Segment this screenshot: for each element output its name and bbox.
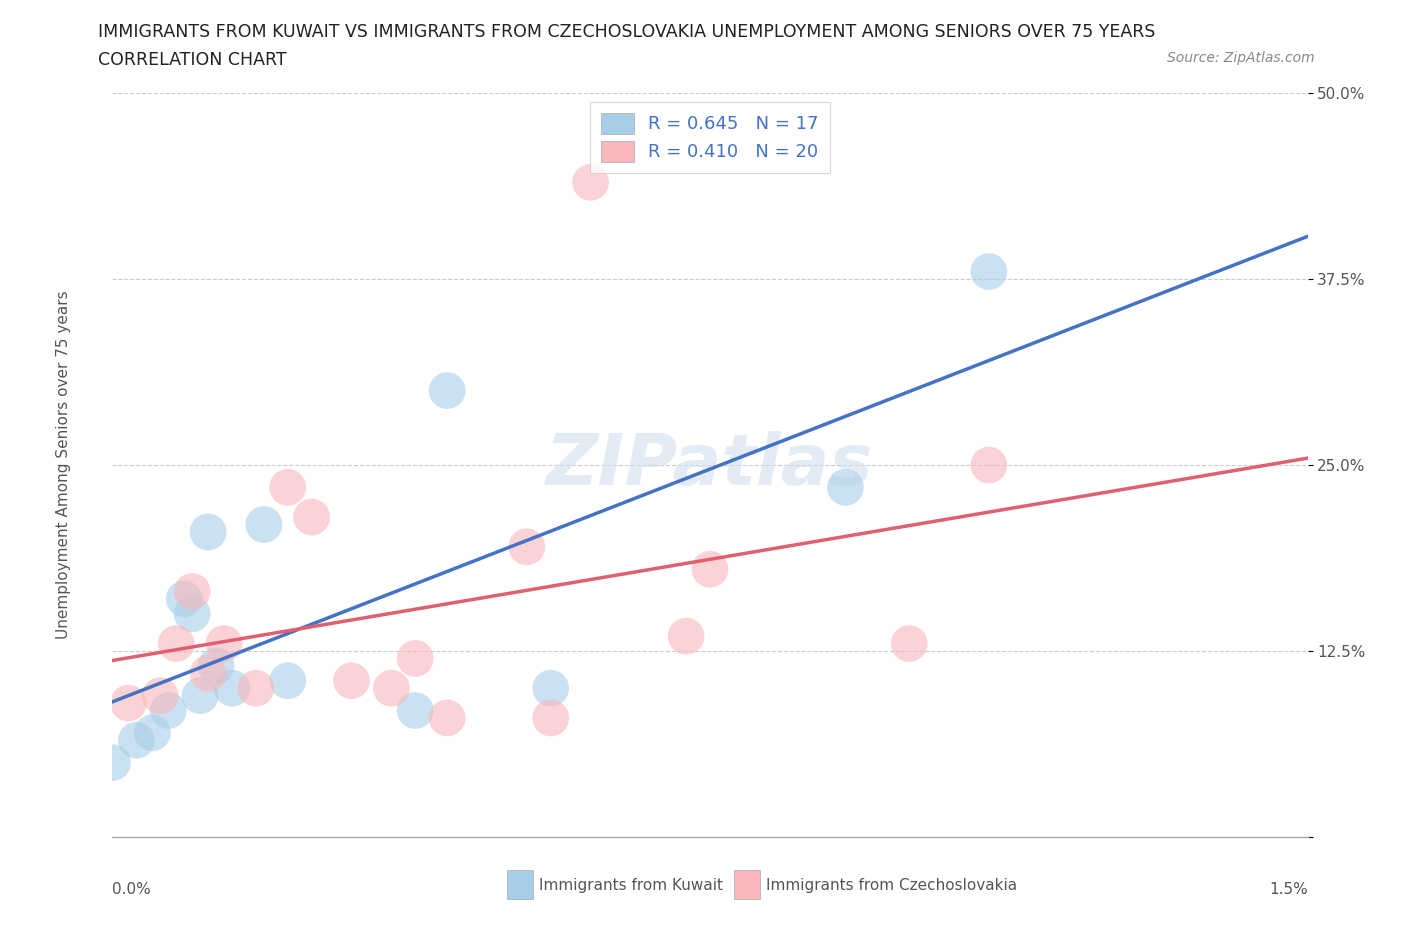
- Point: [197, 525, 219, 539]
- Point: [340, 673, 363, 688]
- Point: [125, 733, 148, 748]
- Text: Immigrants from Czechoslovakia: Immigrants from Czechoslovakia: [766, 878, 1018, 893]
- Point: [579, 175, 602, 190]
- Point: [188, 688, 211, 703]
- Point: [221, 681, 243, 696]
- Text: IMMIGRANTS FROM KUWAIT VS IMMIGRANTS FROM CZECHOSLOVAKIA UNEMPLOYMENT AMONG SENI: IMMIGRANTS FROM KUWAIT VS IMMIGRANTS FRO…: [98, 23, 1156, 41]
- Point: [977, 458, 1000, 472]
- Point: [117, 696, 139, 711]
- Text: 1.5%: 1.5%: [1268, 882, 1308, 897]
- Point: [181, 606, 204, 621]
- Point: [301, 510, 323, 525]
- Point: [141, 725, 163, 740]
- Point: [101, 755, 124, 770]
- Legend: R = 0.645   N = 17, R = 0.410   N = 20: R = 0.645 N = 17, R = 0.410 N = 20: [591, 102, 830, 173]
- Point: [212, 636, 235, 651]
- Point: [699, 562, 721, 577]
- Bar: [508, 870, 533, 898]
- Text: CORRELATION CHART: CORRELATION CHART: [98, 51, 287, 69]
- Point: [834, 480, 856, 495]
- Point: [245, 681, 267, 696]
- Point: [277, 673, 299, 688]
- Point: [205, 658, 228, 673]
- Point: [977, 264, 1000, 279]
- Point: [253, 517, 276, 532]
- Point: [675, 629, 697, 644]
- Point: [540, 681, 562, 696]
- Point: [436, 383, 458, 398]
- Text: Unemployment Among Seniors over 75 years: Unemployment Among Seniors over 75 years: [56, 291, 70, 639]
- Text: Source: ZipAtlas.com: Source: ZipAtlas.com: [1167, 51, 1315, 65]
- Point: [540, 711, 562, 725]
- Point: [898, 636, 921, 651]
- Point: [149, 688, 172, 703]
- Point: [380, 681, 402, 696]
- Point: [404, 703, 426, 718]
- Point: [173, 591, 195, 606]
- Text: ZIPatlas: ZIPatlas: [547, 431, 873, 499]
- Text: Immigrants from Kuwait: Immigrants from Kuwait: [538, 878, 723, 893]
- Bar: [734, 870, 761, 898]
- Point: [404, 651, 426, 666]
- Point: [165, 636, 187, 651]
- Point: [277, 480, 299, 495]
- Text: 0.0%: 0.0%: [112, 882, 152, 897]
- Point: [181, 584, 204, 599]
- Point: [436, 711, 458, 725]
- Point: [157, 703, 180, 718]
- Point: [197, 666, 219, 681]
- Point: [516, 539, 538, 554]
